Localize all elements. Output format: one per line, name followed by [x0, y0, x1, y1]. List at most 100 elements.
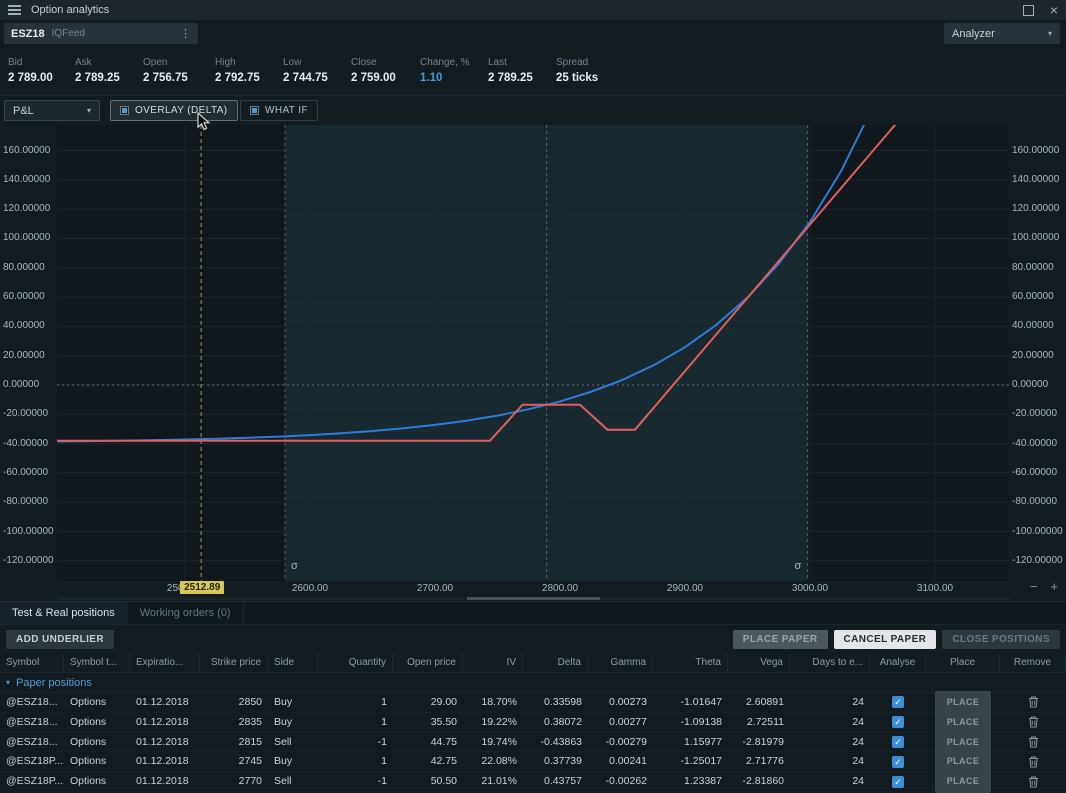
cell-quantity: 1 — [381, 715, 387, 728]
column-header-delta[interactable]: Delta — [523, 654, 588, 672]
place-paper-button[interactable]: PLACE PAPER — [732, 630, 828, 649]
trash-icon[interactable] — [1028, 776, 1039, 788]
place-button[interactable]: PLACE — [934, 710, 992, 734]
x-axis-label: 2800.00 — [541, 583, 579, 594]
column-header-theta[interactable]: Theta — [653, 654, 728, 672]
group-row-paper-positions[interactable]: ▾ Paper positions — [0, 673, 1066, 693]
trash-icon[interactable] — [1028, 736, 1039, 748]
cell-delta: 0.43757 — [544, 775, 582, 788]
place-button[interactable]: PLACE — [934, 690, 992, 714]
price-marker-label: 2512.89 — [180, 581, 225, 594]
close-positions-button[interactable]: CLOSE POSITIONS — [942, 630, 1060, 649]
cell-analyse: ✓ — [870, 735, 926, 748]
cell-remove — [1000, 776, 1066, 788]
analyse-checkbox[interactable]: ✓ — [892, 755, 904, 768]
maximize-icon[interactable] — [1022, 4, 1034, 16]
cell-symbol-t: Options — [70, 755, 107, 768]
cell-quantity: -1 — [377, 775, 387, 788]
cell-iv: 22.08% — [481, 755, 517, 768]
column-header-place[interactable]: Place — [926, 654, 1000, 672]
close-icon[interactable]: × — [1049, 2, 1058, 18]
trash-icon[interactable] — [1028, 696, 1039, 708]
cell-delta: 0.38072 — [544, 715, 582, 728]
table-row[interactable]: @ESZ18P... Options 01.12.2018 2745 Buy 1 42.75… — [0, 750, 1066, 774]
menu-icon[interactable] — [8, 5, 21, 15]
cancel-paper-button[interactable]: CANCEL PAPER — [833, 630, 937, 649]
cell-analyse: ✓ — [870, 755, 926, 768]
trash-icon[interactable] — [1028, 756, 1039, 768]
cell-remove — [1000, 696, 1066, 708]
cell-strike-price: 2815 — [238, 735, 262, 748]
y-axis-label-left: 40.00000 — [3, 320, 45, 332]
kebab-menu-icon[interactable]: ⋮ — [180, 28, 191, 40]
analyzer-dropdown[interactable]: Analyzer ▾ — [944, 23, 1060, 44]
cell-open-price: 35.50 — [430, 715, 457, 728]
chevron-down-icon: ▾ — [1047, 29, 1052, 38]
cell-days-to-e: 24 — [852, 735, 864, 748]
place-button[interactable]: PLACE — [934, 750, 992, 774]
column-header-gamma[interactable]: Gamma — [588, 654, 653, 672]
cell-place: PLACE — [926, 730, 1000, 754]
cell-quantity: 1 — [381, 695, 387, 708]
y-axis-label-left: -120.00000 — [3, 554, 54, 566]
checkbox-icon[interactable] — [250, 106, 259, 115]
column-header-strike-price[interactable]: Strike price — [200, 654, 268, 672]
quote-label: Close — [351, 57, 377, 68]
trash-icon[interactable] — [1028, 716, 1039, 728]
chart-scrollbar[interactable] — [57, 597, 1009, 600]
x-axis-label: 2900.00 — [666, 583, 704, 594]
quote-change: Change, % 1.10 — [420, 47, 488, 95]
column-header-open-price[interactable]: Open price — [393, 654, 463, 672]
quote-label: Last — [488, 57, 507, 68]
cell-theta: -1.25017 — [680, 755, 722, 768]
quote-value: 2 792.75 — [215, 72, 260, 84]
symbol-selector[interactable]: ESZ18 IQFeed ⋮ — [4, 23, 198, 44]
analyse-checkbox[interactable]: ✓ — [892, 716, 904, 729]
analyse-checkbox[interactable]: ✓ — [892, 735, 904, 748]
column-header-quantity[interactable]: Quantity — [318, 654, 393, 672]
place-button[interactable]: PLACE — [934, 730, 992, 754]
table-row[interactable]: @ESZ18... Options 01.12.2018 2815 Sell -1 44.7… — [0, 730, 1066, 754]
cell-iv: 19.22% — [481, 715, 517, 728]
analyse-checkbox[interactable]: ✓ — [892, 696, 904, 709]
column-header-analyse[interactable]: Analyse — [870, 654, 926, 672]
table-row[interactable]: @ESZ18... Options 01.12.2018 2850 Buy 1 29.00 1… — [0, 690, 1066, 714]
quote-open: Open 2 756.75 — [143, 47, 215, 95]
column-header-symbol-t[interactable]: Symbol t... — [64, 654, 130, 672]
checkbox-icon[interactable] — [120, 106, 129, 115]
column-header-remove[interactable]: Remove — [1000, 654, 1066, 672]
zoom-in-button[interactable]: + — [1050, 579, 1058, 594]
overlay-delta-toggle[interactable]: OVERLAY (DELTA) — [110, 100, 238, 121]
overlay-delta-label: OVERLAY (DELTA) — [135, 105, 228, 116]
y-axis-label-left: 120.00000 — [3, 203, 51, 215]
quote-label: Ask — [75, 57, 92, 68]
place-button[interactable]: PLACE — [934, 770, 992, 793]
quote-value: 2 789.00 — [8, 72, 53, 84]
table-row[interactable]: @ESZ18... Options 01.12.2018 2835 Buy 1 35.50 1… — [0, 710, 1066, 734]
series-theoretical-pnl — [57, 125, 865, 443]
quote-label: Spread — [556, 57, 589, 68]
tab-test-real-positions[interactable]: Test & Real positions — [0, 602, 128, 624]
cell-expiratio: 01.12.2018 — [136, 775, 189, 788]
what-if-toggle[interactable]: WHAT IF — [240, 100, 318, 121]
tab-working-orders-0[interactable]: Working orders (0) — [128, 602, 244, 624]
zoom-out-button[interactable]: − — [1029, 579, 1038, 594]
y-axis-label-right: -40.00000 — [1012, 437, 1058, 449]
pnl-mode-select[interactable]: P&L ▾ — [4, 100, 100, 121]
sigma-label-left: σ — [291, 560, 298, 572]
y-axis-label-left: -20.00000 — [3, 408, 49, 420]
column-header-days-to-e[interactable]: Days to e... — [790, 654, 870, 672]
cell-gamma: 0.00273 — [609, 695, 647, 708]
column-header-iv[interactable]: IV — [463, 654, 523, 672]
analyse-checkbox[interactable]: ✓ — [892, 775, 904, 788]
add-underlier-button[interactable]: ADD UNDERLIER — [6, 630, 114, 649]
quote-value: 2 756.75 — [143, 72, 188, 84]
column-header-symbol[interactable]: Symbol — [0, 654, 64, 672]
column-header-side[interactable]: Side — [268, 654, 318, 672]
table-row[interactable]: @ESZ18P... Options 01.12.2018 2770 Sell -1 50.… — [0, 770, 1066, 793]
column-header-vega[interactable]: Vega — [728, 654, 790, 672]
chart-scrollbar-thumb[interactable] — [467, 597, 600, 600]
column-header-expiratio[interactable]: Expiratio... — [130, 654, 200, 672]
